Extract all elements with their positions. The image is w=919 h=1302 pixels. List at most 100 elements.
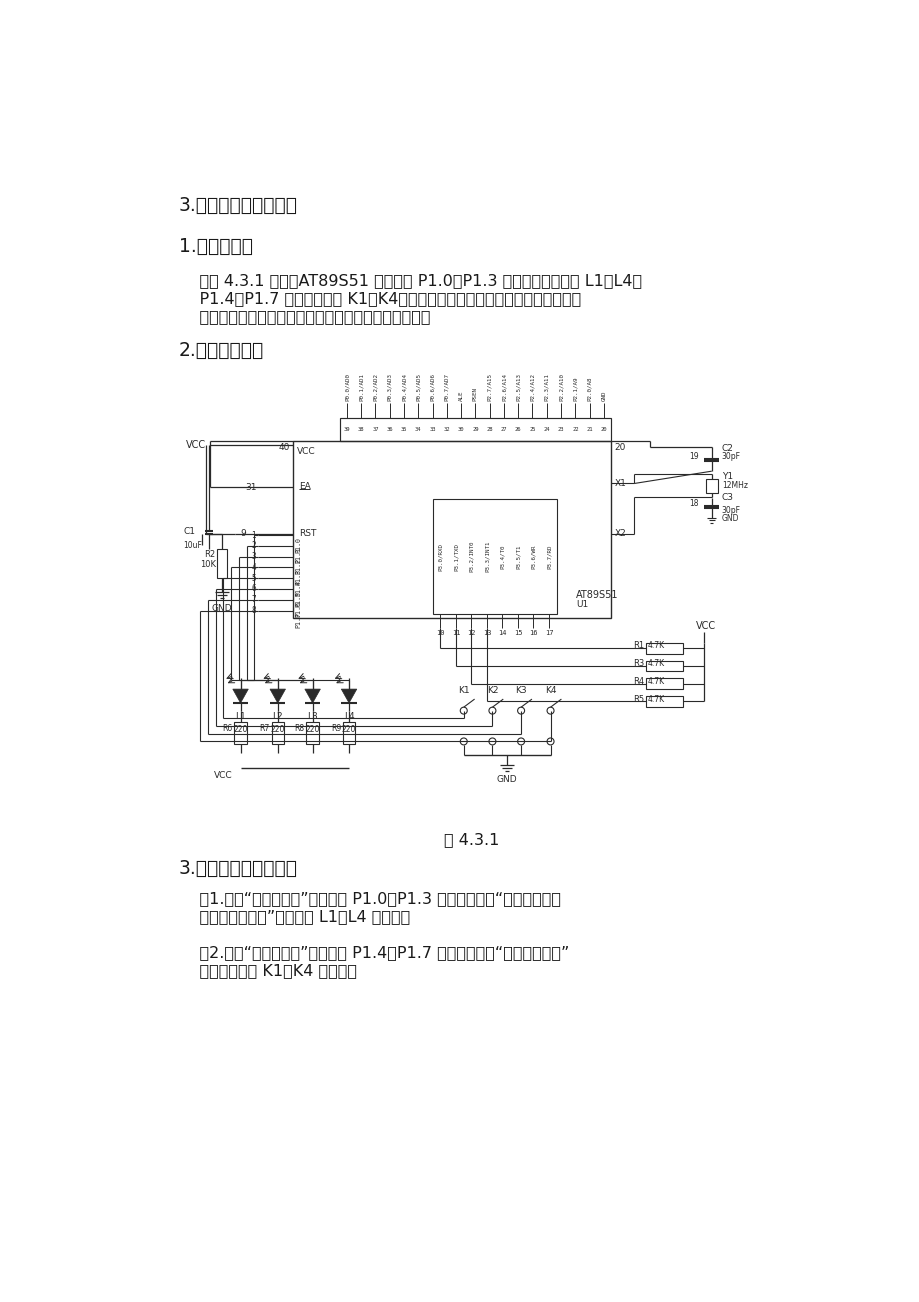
Text: R6: R6 bbox=[222, 724, 233, 733]
Text: L2: L2 bbox=[272, 712, 283, 721]
Text: X2: X2 bbox=[614, 529, 626, 538]
Text: P0.3/AD3: P0.3/AD3 bbox=[387, 374, 391, 401]
Text: R9: R9 bbox=[331, 724, 341, 733]
Text: R8: R8 bbox=[294, 724, 304, 733]
Text: 4.7K: 4.7K bbox=[647, 642, 664, 651]
Bar bbox=[432, 499, 556, 615]
Text: P3.6/WR: P3.6/WR bbox=[530, 544, 536, 569]
Text: P2.4/A12: P2.4/A12 bbox=[529, 374, 535, 401]
Text: 30: 30 bbox=[458, 427, 464, 432]
Text: P1.6: P1.6 bbox=[295, 602, 301, 617]
Text: 26: 26 bbox=[515, 427, 521, 432]
Text: Y1: Y1 bbox=[721, 473, 732, 480]
Text: PSEN: PSEN bbox=[472, 387, 477, 401]
Text: P0.2/AD2: P0.2/AD2 bbox=[372, 374, 378, 401]
Text: L1: L1 bbox=[235, 712, 245, 721]
Text: P0.5/AD5: P0.5/AD5 bbox=[415, 374, 420, 401]
Text: 2.　电路原理图: 2. 电路原理图 bbox=[178, 341, 264, 361]
Text: 7: 7 bbox=[251, 595, 255, 604]
Text: P1.3: P1.3 bbox=[295, 569, 301, 585]
Text: C2: C2 bbox=[721, 444, 733, 453]
Text: U1: U1 bbox=[575, 600, 588, 609]
Text: 12: 12 bbox=[467, 630, 475, 635]
Text: 图 4.3.1: 图 4.3.1 bbox=[443, 832, 499, 848]
Text: 18: 18 bbox=[688, 499, 698, 508]
Text: 22: 22 bbox=[572, 427, 578, 432]
Text: 21: 21 bbox=[585, 427, 592, 432]
Text: 25: 25 bbox=[528, 427, 535, 432]
Text: VCC: VCC bbox=[214, 771, 233, 780]
Text: R5: R5 bbox=[632, 694, 643, 703]
Text: R2: R2 bbox=[204, 551, 216, 560]
Text: 管指示模块”区域中的 L1－L4 端口上；: 管指示模块”区域中的 L1－L4 端口上； bbox=[178, 909, 409, 924]
Text: P2.1/A9: P2.1/A9 bbox=[573, 376, 577, 401]
Text: 6: 6 bbox=[251, 585, 255, 594]
Text: GND: GND bbox=[721, 514, 739, 523]
Text: 4: 4 bbox=[251, 562, 255, 572]
Text: 28: 28 bbox=[486, 427, 493, 432]
Text: 220: 220 bbox=[342, 725, 356, 734]
Text: 39: 39 bbox=[344, 427, 350, 432]
Text: 10uF: 10uF bbox=[183, 542, 202, 551]
Text: 38: 38 bbox=[357, 427, 364, 432]
Text: P1.7: P1.7 bbox=[295, 612, 301, 628]
Text: （1.　把“单片机系统”区域中的 P1.0－P1.3 用导线连接到“八路发光二极: （1. 把“单片机系统”区域中的 P1.0－P1.3 用导线连接到“八路发光二极 bbox=[178, 892, 560, 906]
Text: P0.7/AD7: P0.7/AD7 bbox=[444, 374, 448, 401]
Text: 3.　多路开关状态指示: 3. 多路开关状态指示 bbox=[178, 197, 297, 215]
Text: P1.1: P1.1 bbox=[295, 547, 301, 564]
Text: 220: 220 bbox=[233, 725, 247, 734]
Text: P3.3/INT1: P3.3/INT1 bbox=[484, 540, 489, 573]
Text: P3.1/TXD: P3.1/TXD bbox=[453, 543, 458, 570]
Text: C1: C1 bbox=[183, 527, 195, 536]
Text: VCC: VCC bbox=[297, 448, 315, 456]
Text: 24: 24 bbox=[543, 427, 550, 432]
Bar bbox=[645, 697, 682, 707]
Text: RST: RST bbox=[299, 529, 316, 538]
Text: 区域中的 K1－K4 端口上；: 区域中的 K1－K4 端口上； bbox=[178, 963, 357, 978]
Text: 27: 27 bbox=[500, 427, 506, 432]
Text: K3: K3 bbox=[515, 686, 527, 695]
Text: R1: R1 bbox=[632, 642, 643, 651]
Text: （开关闭合，对应的灯亮，开关断开，对应的灯灯）。: （开关闭合，对应的灯亮，开关断开，对应的灯灯）。 bbox=[178, 309, 429, 324]
Text: P1.4: P1.4 bbox=[295, 579, 301, 596]
Text: 20: 20 bbox=[614, 443, 625, 452]
Text: 2: 2 bbox=[251, 542, 255, 551]
Polygon shape bbox=[304, 689, 320, 703]
Text: 31: 31 bbox=[244, 483, 256, 492]
Text: 4.7K: 4.7K bbox=[647, 694, 664, 703]
Text: 15: 15 bbox=[513, 630, 522, 635]
Bar bbox=[343, 723, 355, 743]
Text: 10: 10 bbox=[436, 630, 444, 635]
Text: 30pF: 30pF bbox=[721, 452, 740, 461]
Text: X1: X1 bbox=[614, 479, 626, 488]
Text: GND: GND bbox=[211, 604, 232, 613]
Text: 9: 9 bbox=[240, 529, 245, 538]
Text: L3: L3 bbox=[307, 712, 318, 721]
Text: 1: 1 bbox=[251, 531, 255, 539]
Text: EA: EA bbox=[299, 482, 311, 491]
Text: P3.4/T0: P3.4/T0 bbox=[499, 544, 505, 569]
Text: 33: 33 bbox=[429, 427, 436, 432]
Text: P1.5: P1.5 bbox=[295, 591, 301, 607]
Text: K4: K4 bbox=[544, 686, 556, 695]
Text: P3.5/T1: P3.5/T1 bbox=[515, 544, 520, 569]
Text: ALE: ALE bbox=[458, 391, 463, 401]
Text: 8: 8 bbox=[251, 605, 255, 615]
Text: 17: 17 bbox=[544, 630, 552, 635]
Text: 220: 220 bbox=[305, 725, 320, 734]
Text: 36: 36 bbox=[386, 427, 392, 432]
Text: P3.2/INT0: P3.2/INT0 bbox=[469, 540, 473, 573]
Text: 40: 40 bbox=[278, 443, 289, 452]
Text: 13: 13 bbox=[482, 630, 491, 635]
Text: 4.7K: 4.7K bbox=[647, 677, 664, 686]
Text: R7: R7 bbox=[259, 724, 269, 733]
Text: 32: 32 bbox=[443, 427, 449, 432]
Text: P0.6/AD6: P0.6/AD6 bbox=[429, 374, 435, 401]
Text: 220: 220 bbox=[270, 725, 285, 734]
Text: 11: 11 bbox=[451, 630, 460, 635]
Text: K1: K1 bbox=[458, 686, 469, 695]
Bar bbox=[645, 678, 682, 689]
Text: P2.6/A14: P2.6/A14 bbox=[501, 374, 505, 401]
Text: P3.0/RXD: P3.0/RXD bbox=[437, 543, 443, 570]
Text: 5: 5 bbox=[251, 574, 255, 583]
